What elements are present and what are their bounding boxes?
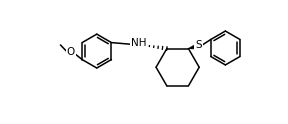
Text: NH: NH <box>131 37 147 47</box>
Text: S: S <box>195 41 202 50</box>
Text: O: O <box>67 47 75 57</box>
